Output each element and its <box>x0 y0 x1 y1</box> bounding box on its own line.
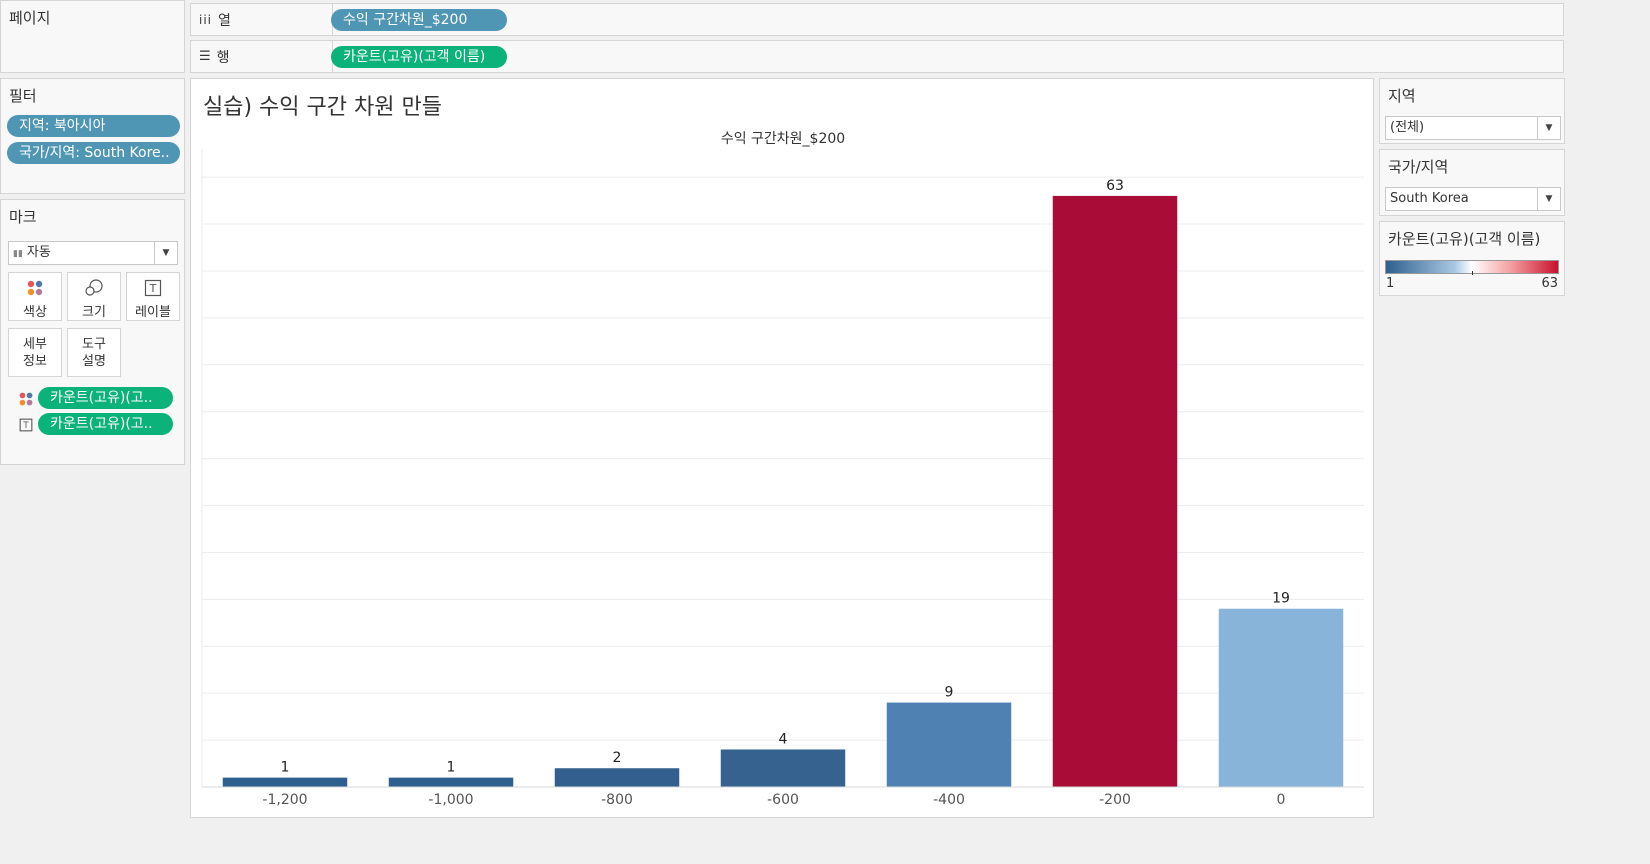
data-label: 19 <box>1272 591 1290 607</box>
color-legend-tick <box>1472 271 1473 275</box>
color-legend-card[interactable]: 카운트(고유)(고객 이름) 1 63 <box>1379 221 1565 296</box>
bar-chart-icon: ▮▮ <box>13 249 23 259</box>
region-filter-card[interactable]: 지역 (전체) ▼ <box>1379 78 1565 144</box>
tooltip-button-line2: 설명 <box>82 354 106 369</box>
tooltip-button-line1: 도구 <box>82 337 106 352</box>
rows-icon: ☰ <box>199 49 211 64</box>
label-button[interactable]: T 레이블 <box>126 272 180 321</box>
tooltip-button[interactable]: 도구 설명 <box>67 328 121 377</box>
data-label: 4 <box>779 731 788 747</box>
marks-title: 마크 <box>9 208 37 226</box>
columns-shelf[interactable]: iii 열 수익 구간차원_$200 <box>190 3 1564 36</box>
svg-text:T: T <box>22 421 29 431</box>
label-button-label: 레이블 <box>135 305 171 320</box>
filter-pill-country[interactable]: 국가/지역: South Kore.. <box>7 142 180 164</box>
x-tick-label: -600 <box>767 792 799 808</box>
bar <box>222 777 348 787</box>
color-button-label: 색상 <box>23 305 47 320</box>
bar <box>554 768 680 787</box>
chart-title: 수익 구간차원_$200 <box>721 131 845 147</box>
columns-pill[interactable]: 수익 구간차원_$200 <box>331 9 507 31</box>
bar <box>886 702 1012 787</box>
data-label: 1 <box>447 760 456 776</box>
color-button[interactable]: 색상 <box>8 272 62 321</box>
data-label: 63 <box>1106 178 1124 194</box>
color-legend-max: 63 <box>1541 276 1558 291</box>
x-tick-label: -1,200 <box>262 792 307 808</box>
filter-pill-region[interactable]: 지역: 북아시아 <box>7 115 180 137</box>
country-dropdown[interactable]: South Korea ▼ <box>1385 187 1561 211</box>
rows-pill[interactable]: 카운트(고유)(고객 이름) <box>331 46 507 68</box>
filters-title: 필터 <box>9 87 37 105</box>
pages-card: 페이지 <box>0 0 185 73</box>
x-tick-label: -400 <box>933 792 965 808</box>
worksheet[interactable]: 실습) 수익 구간 차원 만들 수익 구간차원_$200 1 -1,200 1 -1,0… <box>190 78 1374 818</box>
columns-icon: iii <box>199 12 213 27</box>
x-tick-label: -800 <box>601 792 633 808</box>
pages-card-title: 페이지 <box>9 9 51 27</box>
region-dropdown[interactable]: (전체) ▼ <box>1385 116 1561 140</box>
color-dots-icon <box>27 280 43 296</box>
data-label: 9 <box>945 685 954 701</box>
label-icon: T <box>19 418 33 432</box>
size-button-label: 크기 <box>82 305 106 320</box>
columns-shelf-label: 열 <box>218 12 231 29</box>
label-icon: T <box>144 279 162 297</box>
x-tick-label: -200 <box>1099 792 1131 808</box>
detail-button[interactable]: 세부 정보 <box>8 328 62 377</box>
region-filter-title: 지역 <box>1388 87 1416 105</box>
color-legend-min: 1 <box>1386 276 1395 291</box>
marks-card[interactable]: 마크 ▮▮ 자동 ▼ 색상 크기 T 레이블 세부 정보 도구 설명 카운트 <box>0 199 185 465</box>
country-dropdown-value: South Korea <box>1390 191 1469 206</box>
bar <box>1052 195 1178 788</box>
rows-shelf[interactable]: ☰ 행 카운트(고유)(고객 이름) <box>190 40 1564 73</box>
sheet-title: 실습) 수익 구간 차원 만들 <box>203 95 442 120</box>
country-filter-title: 국가/지역 <box>1388 158 1449 176</box>
chevron-down-icon[interactable]: ▼ <box>154 242 177 264</box>
bar-chart[interactable]: 수익 구간차원_$200 1 -1,200 1 -1,000 2 -800 4 -600 9 -40… <box>191 125 1373 815</box>
svg-text:T: T <box>149 282 157 295</box>
rows-shelf-label: 행 <box>216 49 230 66</box>
detail-button-line1: 세부 <box>23 337 47 352</box>
region-dropdown-value: (전체) <box>1390 120 1425 135</box>
label-field-pill[interactable]: 카운트(고유)(고.. <box>38 413 173 435</box>
bar <box>720 749 846 787</box>
size-icon <box>85 279 103 296</box>
mark-type-value: 자동 <box>26 245 51 260</box>
x-tick-label: -1,000 <box>428 792 473 808</box>
size-button[interactable]: 크기 <box>67 272 121 321</box>
data-label: 2 <box>613 750 622 766</box>
color-dots-icon <box>19 392 33 406</box>
bar <box>1218 608 1344 787</box>
chevron-down-icon[interactable]: ▼ <box>1537 188 1560 210</box>
chevron-down-icon[interactable]: ▼ <box>1537 117 1560 139</box>
data-label: 1 <box>281 760 290 776</box>
country-filter-card[interactable]: 국가/지역 South Korea ▼ <box>1379 149 1565 216</box>
filters-card[interactable]: 필터 지역: 북아시아 국가/지역: South Kore.. <box>0 78 185 194</box>
color-field-pill[interactable]: 카운트(고유)(고.. <box>38 387 173 409</box>
detail-button-line2: 정보 <box>23 354 47 369</box>
color-legend-title: 카운트(고유)(고객 이름) <box>1388 230 1541 248</box>
x-tick-label: 0 <box>1277 792 1286 808</box>
bar <box>388 777 514 787</box>
mark-type-dropdown[interactable]: ▮▮ 자동 ▼ <box>8 241 178 265</box>
